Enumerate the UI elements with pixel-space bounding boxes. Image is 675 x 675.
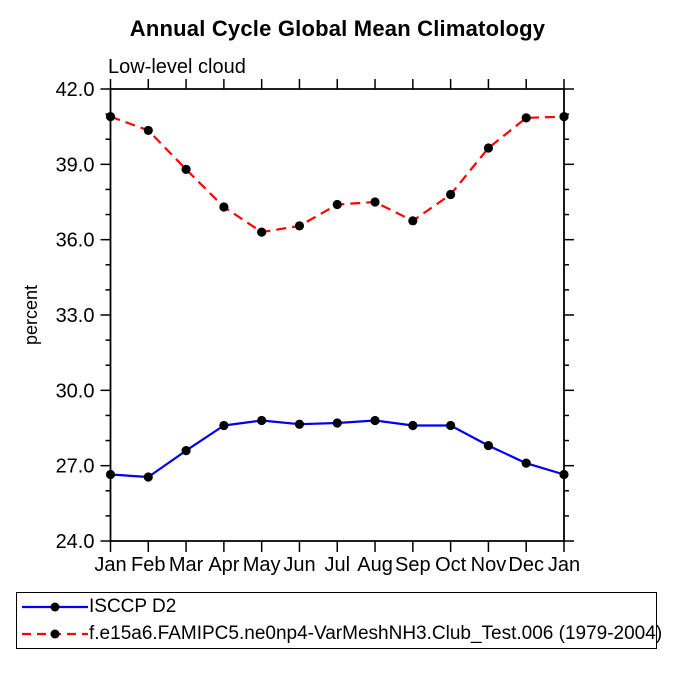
data-point-marker xyxy=(181,164,191,174)
x-axis-tick-label: Jan xyxy=(548,554,580,576)
data-point-marker xyxy=(294,221,305,231)
data-point-marker xyxy=(559,112,569,122)
x-axis-tick-label: Sep xyxy=(395,554,431,576)
data-point-marker xyxy=(219,202,229,212)
data-point-marker xyxy=(294,419,305,429)
data-point-marker xyxy=(483,440,494,451)
data-point-marker xyxy=(143,125,153,136)
data-point-marker xyxy=(370,415,380,426)
y-axis-tick-label: 42.0 xyxy=(56,79,95,101)
y-axis-tick-label: 33.0 xyxy=(56,305,95,327)
data-point-marker xyxy=(446,189,456,200)
legend: ISCCP D2 f.e15a6.FAMIPC5.ne0np4-VarMeshN… xyxy=(16,592,662,649)
x-axis-tick-label: May xyxy=(243,554,281,576)
x-axis-tick-label: Jun xyxy=(283,554,315,576)
data-point-marker xyxy=(181,446,191,456)
plot-subtitle: Low-level cloud xyxy=(108,56,246,78)
x-axis-tick-label: Aug xyxy=(357,554,393,576)
x-axis-tick-label: Apr xyxy=(208,554,239,576)
x-axis-tick-label: Feb xyxy=(131,554,165,576)
y-axis-label: percent xyxy=(21,285,41,345)
data-point-marker xyxy=(408,216,418,226)
legend-swatch-solid-line xyxy=(22,602,88,612)
x-axis-tick-label: Jan xyxy=(94,554,126,576)
legend-marker-dot xyxy=(50,629,60,639)
data-point-marker xyxy=(105,112,116,122)
data-point-marker xyxy=(559,469,569,480)
x-axis-tick-label: Dec xyxy=(508,554,544,576)
page-title: Annual Cycle Global Mean Climatology xyxy=(129,16,546,41)
data-point-marker xyxy=(408,420,418,431)
legend-swatch-dashed-line xyxy=(22,629,88,639)
y-axis-tick-label: 30.0 xyxy=(56,380,95,402)
data-point-marker xyxy=(332,418,342,428)
data-point-marker xyxy=(521,458,531,468)
data-point-marker xyxy=(219,420,229,431)
data-point-marker xyxy=(446,420,456,431)
data-point-marker xyxy=(521,113,531,123)
data-point-marker xyxy=(257,415,267,426)
y-axis-tick-label: 36.0 xyxy=(56,230,95,252)
data-point-marker xyxy=(483,143,494,153)
x-axis-tick-label: Jul xyxy=(324,554,350,576)
legend-item-isccp: ISCCP D2 xyxy=(17,594,656,620)
y-axis-tick-label: 27.0 xyxy=(56,456,95,478)
legend-item-model-run: f.e15a6.FAMIPC5.ne0np4-VarMeshNH3.Club_T… xyxy=(17,621,662,647)
legend-item-label: f.e15a6.FAMIPC5.ne0np4-VarMeshNH3.Club_T… xyxy=(89,623,663,644)
legend-item-label: ISCCP D2 xyxy=(89,596,177,617)
legend-marker-dot xyxy=(50,602,60,612)
series-line-0 xyxy=(110,419,565,479)
x-axis-tick-label: Nov xyxy=(471,554,507,576)
y-axis-tick-label: 24.0 xyxy=(56,531,95,553)
data-point-marker xyxy=(143,472,153,482)
x-axis-tick-label: Mar xyxy=(169,554,204,576)
data-point-marker xyxy=(332,199,342,210)
data-point-marker xyxy=(257,227,267,237)
data-point-marker xyxy=(105,469,116,480)
series-line-1 xyxy=(110,115,565,234)
data-point-marker xyxy=(370,197,380,207)
y-axis-tick-label: 39.0 xyxy=(56,154,95,176)
x-axis-tick-label: Oct xyxy=(435,554,467,576)
